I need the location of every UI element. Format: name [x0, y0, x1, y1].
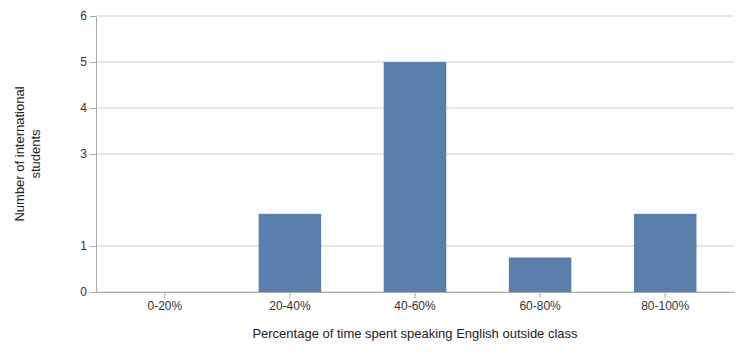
- x-tick-label: 20-40%: [269, 299, 311, 313]
- y-tick: 4: [80, 101, 96, 115]
- x-tick-label: 60-80%: [519, 299, 561, 313]
- x-tick-mark: [415, 292, 416, 298]
- y-tick: 0: [80, 285, 96, 299]
- x-tick-mark: [665, 292, 666, 298]
- grid-line: [96, 16, 734, 17]
- y-tick: 3: [80, 147, 96, 161]
- y-tick-label: 4: [80, 101, 87, 115]
- x-tick-mark: [289, 292, 290, 298]
- bar: [634, 214, 697, 292]
- x-tick-mark: [540, 292, 541, 298]
- y-tick-label: 0: [80, 285, 87, 299]
- y-axis-title: Number of internationalstudents: [12, 86, 43, 221]
- y-tick-mark: [90, 16, 96, 17]
- y-tick-label: 1: [80, 239, 87, 253]
- bar: [259, 214, 322, 292]
- x-tick: 60-80%: [519, 292, 561, 313]
- y-tick-label: 3: [80, 147, 87, 161]
- chart-svg: 0 1 3 4 5 6 0-20% 20-40% 40-60% 60-80% 80-100% Perc…: [0, 0, 756, 354]
- y-tick-mark: [90, 62, 96, 63]
- plot-area: 0 1 3 4 5 6 0-20% 20-40% 40-60% 60-80% 80-100%: [80, 9, 734, 312]
- y-axis: 0 1 3 4 5 6: [80, 9, 96, 299]
- y-tick: 6: [80, 9, 96, 23]
- y-tick-mark: [90, 292, 96, 293]
- y-tick-mark: [90, 154, 96, 155]
- x-tick: 0-20%: [147, 292, 182, 313]
- x-tick-label: 40-60%: [394, 299, 436, 313]
- x-tick: 80-100%: [641, 292, 689, 313]
- x-tick-label: 80-100%: [641, 299, 689, 313]
- y-tick-mark: [90, 246, 96, 247]
- x-tick-label: 0-20%: [147, 299, 182, 313]
- bars: [259, 62, 697, 292]
- bar: [134, 292, 197, 293]
- y-axis-title-line: students: [28, 129, 43, 179]
- y-axis-title-line: Number of international: [12, 86, 27, 221]
- y-tick: 5: [80, 55, 96, 69]
- y-tick-mark: [90, 108, 96, 109]
- x-tick: 40-60%: [394, 292, 436, 313]
- x-axis: 0-20% 20-40% 40-60% 60-80% 80-100%: [97, 292, 735, 313]
- bar: [384, 62, 447, 292]
- y-tick-label: 5: [80, 55, 87, 69]
- y-tick: 1: [80, 239, 96, 253]
- x-axis-title: Percentage of time spent speaking Englis…: [252, 326, 578, 341]
- x-tick: 20-40%: [269, 292, 311, 313]
- bar: [509, 258, 572, 293]
- y-tick-label: 6: [80, 9, 87, 23]
- grid: [96, 16, 734, 292]
- x-tick-mark: [164, 292, 165, 298]
- y-axis-line: [96, 17, 97, 293]
